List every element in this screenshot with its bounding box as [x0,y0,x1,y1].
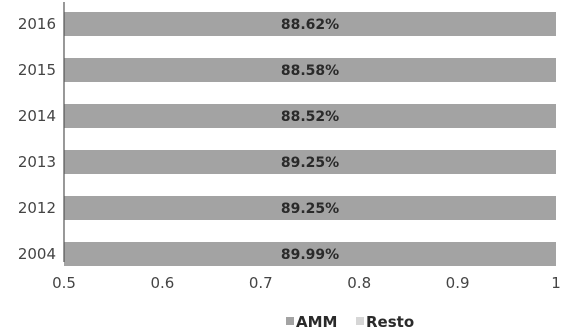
y-tick-label: 2013 [18,153,56,171]
x-tick-label: 1 [551,274,561,292]
data-label-amm-2012: 89.25% [281,201,339,217]
y-tick-label: 2016 [18,15,56,33]
y-tick-label: 2004 [18,245,56,263]
bar-amm-2012 [64,196,556,220]
y-tick-label: 2014 [18,107,56,125]
legend-label-resto: Resto [366,313,414,331]
x-tick-label: 0.6 [150,274,174,292]
legend: AMM Resto [286,313,414,331]
x-tick-label: 0.8 [347,274,371,292]
legend-swatch-amm [286,317,294,325]
data-label-amm-2015: 88.58% [281,63,339,79]
x-tick-label: 0.5 [52,274,76,292]
axis-layer: 2016 2015 2014 2013 2012 2004 0.5 0.6 0.7 0.8 0.9 1 [18,2,561,292]
y-tick-label: 2015 [18,61,56,79]
data-label-amm-2013: 89.25% [281,155,339,171]
data-label-amm-2016: 88.62% [281,17,339,33]
bar-amm-2015 [64,58,556,82]
bar-amm-2004 [64,242,556,266]
bar-amm-2013 [64,150,556,174]
bars-layer: 88.62%11.38%88.58%11.42%88.52%11.48%89.2… [64,12,556,266]
data-label-amm-2014: 88.52% [281,109,339,125]
y-tick-label: 2012 [18,199,56,217]
legend-label-amm: AMM [296,313,337,331]
bar-amm-2014 [64,104,556,128]
x-tick-label: 0.7 [249,274,273,292]
data-label-amm-2004: 89.99% [281,247,339,263]
legend-swatch-resto [356,317,364,325]
bar-amm-2016 [64,12,556,36]
x-tick-label: 0.9 [446,274,470,292]
